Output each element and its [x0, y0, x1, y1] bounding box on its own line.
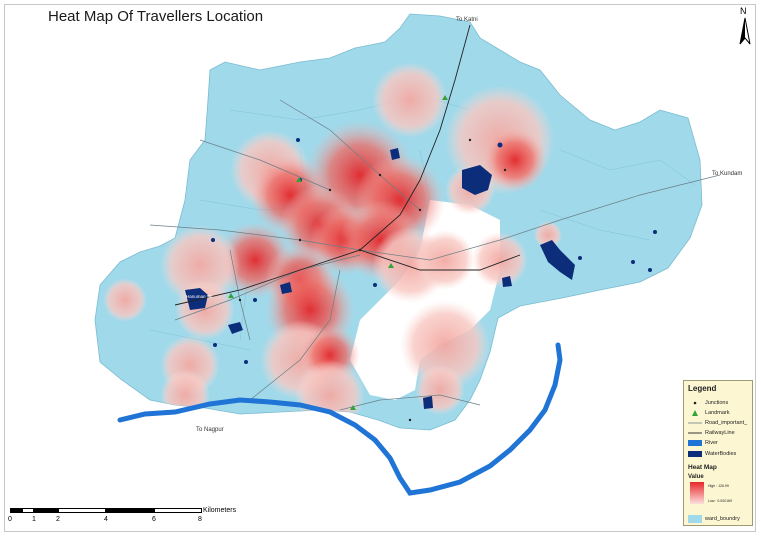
legend-label: Junctions	[705, 400, 729, 406]
roads	[149, 99, 721, 411]
waterbody-swatch-icon	[688, 451, 702, 457]
scale-tick-label: 6	[152, 516, 156, 523]
legend-item-ward-boundary: ward_boundry	[688, 515, 740, 523]
north-arrow-icon: N	[736, 6, 754, 46]
legend-label: Road_important_	[705, 420, 748, 426]
legend-item-landmark: Landmark	[688, 409, 729, 417]
legend-label: WaterBodies	[705, 451, 737, 457]
junction-points	[238, 138, 507, 422]
heat-low-label: Low : 0.000169	[708, 499, 732, 503]
scale-tick-label: 8	[198, 516, 202, 523]
junction-dot-icon	[688, 400, 702, 406]
legend-item-railway: RailwayLine	[688, 429, 735, 437]
road-line-icon	[688, 420, 702, 426]
heat-map-title: Heat Map	[688, 464, 717, 471]
legend-item-junctions: Junctions	[688, 399, 728, 407]
river-line	[117, 342, 563, 496]
water-body-label: Hanuman Tal	[186, 294, 213, 299]
scale-segment	[106, 508, 154, 513]
scale-segment	[154, 508, 202, 513]
legend-title: Legend	[688, 384, 717, 393]
scale-tick-label: 4	[104, 516, 108, 523]
scale-segment	[22, 508, 34, 513]
legend-item-road: Road_important_	[688, 419, 747, 427]
direction-to-kundam: To Kundam	[712, 171, 743, 177]
legend-label: ward_boundry	[705, 516, 740, 522]
scale-unit-label: Kilometers	[203, 507, 237, 514]
water-bodies	[185, 138, 657, 409]
direction-to-katni: To Katni	[456, 17, 478, 23]
landmark-triangle-icon	[688, 410, 702, 416]
legend-label: RailwayLine	[705, 430, 735, 436]
river-swatch-icon	[688, 440, 702, 446]
legend-item-river: River	[688, 439, 718, 447]
scale-segment	[34, 508, 58, 513]
scale-segment	[58, 508, 106, 513]
legend-item-waterbodies: WaterBodies	[688, 450, 736, 458]
legend-label: Landmark	[705, 410, 730, 416]
heat-map-value-label: Value	[688, 474, 704, 480]
map-frame	[4, 4, 756, 532]
direction-to-nagpur: To Nagpur	[196, 427, 224, 433]
scale-segment	[10, 508, 22, 513]
railway-line-icon	[688, 430, 702, 436]
map-title: Heat Map Of Travellers Location	[48, 8, 264, 25]
scale-tick-label: 1	[32, 516, 36, 523]
heat-map-layer	[103, 62, 562, 430]
landmark-points	[228, 95, 448, 410]
map-legend: Legend Junctions Landmark Road_important…	[683, 380, 753, 526]
legend-label: River	[705, 440, 718, 446]
scale-bar: 0 1 2 4 6 8 Kilometers	[8, 507, 236, 532]
railway-lines	[174, 24, 521, 306]
scale-tick-label: 0	[8, 516, 12, 523]
scale-tick-label: 2	[56, 516, 60, 523]
heat-high-label: High : 126.99	[708, 484, 729, 488]
ward-boundary-swatch-icon	[688, 515, 702, 523]
heat-map-color-ramp	[690, 482, 704, 504]
